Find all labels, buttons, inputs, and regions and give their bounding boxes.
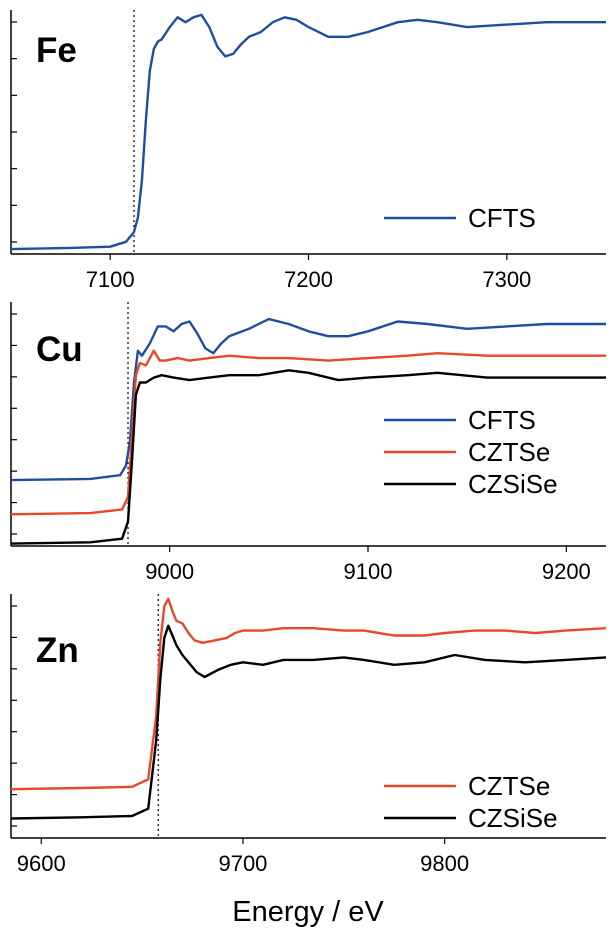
series-line-zn-cztse bbox=[11, 597, 606, 791]
series-line-fe-cfts bbox=[11, 13, 606, 251]
x-tick-label-fe-7200: 7200 bbox=[284, 267, 333, 292]
legend-label-cu-cfts: CFTS bbox=[468, 405, 536, 435]
panel-label-fe: Fe bbox=[36, 31, 77, 70]
x-tick-label-zn-9800: 9800 bbox=[420, 851, 469, 876]
panel-label-zn: Zn bbox=[36, 631, 79, 670]
x-tick-label-cu-9200: 9200 bbox=[542, 559, 591, 584]
x-tick-label-cu-9000: 9000 bbox=[145, 559, 194, 584]
panel-label-cu: Cu bbox=[36, 330, 83, 369]
series-line-zn-czsise bbox=[11, 624, 606, 820]
panel-fe: Fe 7100 7200 7300 CFTS bbox=[10, 10, 606, 292]
x-axis-label: Energy / eV bbox=[232, 896, 384, 928]
series-line-cu-cztse bbox=[11, 349, 606, 516]
x-tick-label-zn-9600: 9600 bbox=[17, 851, 66, 876]
x-tick-label-fe-7300: 7300 bbox=[482, 267, 531, 292]
x-tick-label-zn-9700: 9700 bbox=[218, 851, 267, 876]
x-tick-label-cu-9100: 9100 bbox=[344, 559, 393, 584]
x-tick-label-fe-7100: 7100 bbox=[86, 267, 135, 292]
legend-label-fe-cfts: CFTS bbox=[468, 203, 536, 233]
series-line-cu-czsise bbox=[11, 369, 606, 545]
legend-label-cu-cztse: CZTSe bbox=[468, 437, 550, 467]
legend-label-zn-cztse: CZTSe bbox=[468, 771, 550, 801]
legend-label-zn-czsise: CZSiSe bbox=[468, 803, 558, 833]
legend-label-cu-czsise: CZSiSe bbox=[468, 469, 558, 499]
